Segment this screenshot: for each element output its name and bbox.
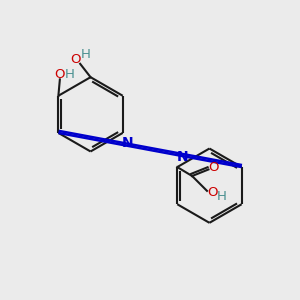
Text: O: O (55, 68, 65, 81)
Text: N: N (122, 136, 134, 150)
Text: H: H (217, 190, 227, 203)
Text: O: O (207, 186, 217, 199)
Text: O: O (70, 53, 80, 66)
Text: H: H (65, 68, 75, 81)
Text: N: N (177, 150, 189, 164)
Text: O: O (208, 161, 219, 175)
Text: H: H (80, 48, 90, 62)
